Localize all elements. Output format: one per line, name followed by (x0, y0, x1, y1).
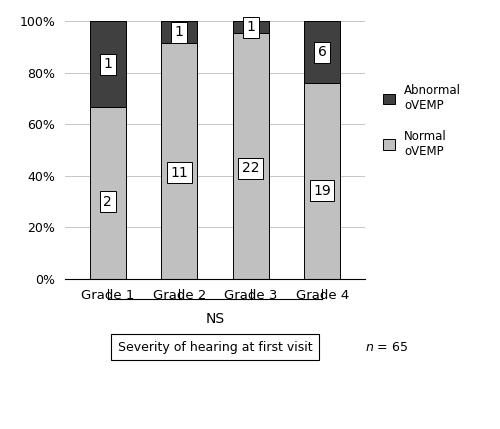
Bar (233, 33, 268, 279)
Text: 11: 11 (170, 166, 188, 180)
Bar (90, 107, 126, 279)
Bar (90, 21, 126, 107)
Text: 22: 22 (242, 161, 260, 175)
Bar (304, 21, 340, 83)
Text: Severity of hearing at first visit: Severity of hearing at first visit (118, 341, 312, 353)
Text: 1: 1 (104, 57, 112, 71)
Text: 6: 6 (318, 45, 326, 59)
Text: 19: 19 (314, 184, 331, 198)
Legend: Abnormal
oVEMP, Normal
oVEMP: Abnormal oVEMP, Normal oVEMP (383, 84, 461, 158)
Text: $\it{n}$ = 65: $\it{n}$ = 65 (365, 341, 408, 353)
Text: NS: NS (206, 312, 225, 326)
Text: 1: 1 (175, 25, 184, 39)
Bar (162, 43, 197, 279)
Bar (304, 83, 340, 279)
Bar (233, 21, 268, 33)
Text: 2: 2 (104, 195, 112, 208)
Text: 1: 1 (246, 20, 255, 34)
Bar (162, 21, 197, 43)
